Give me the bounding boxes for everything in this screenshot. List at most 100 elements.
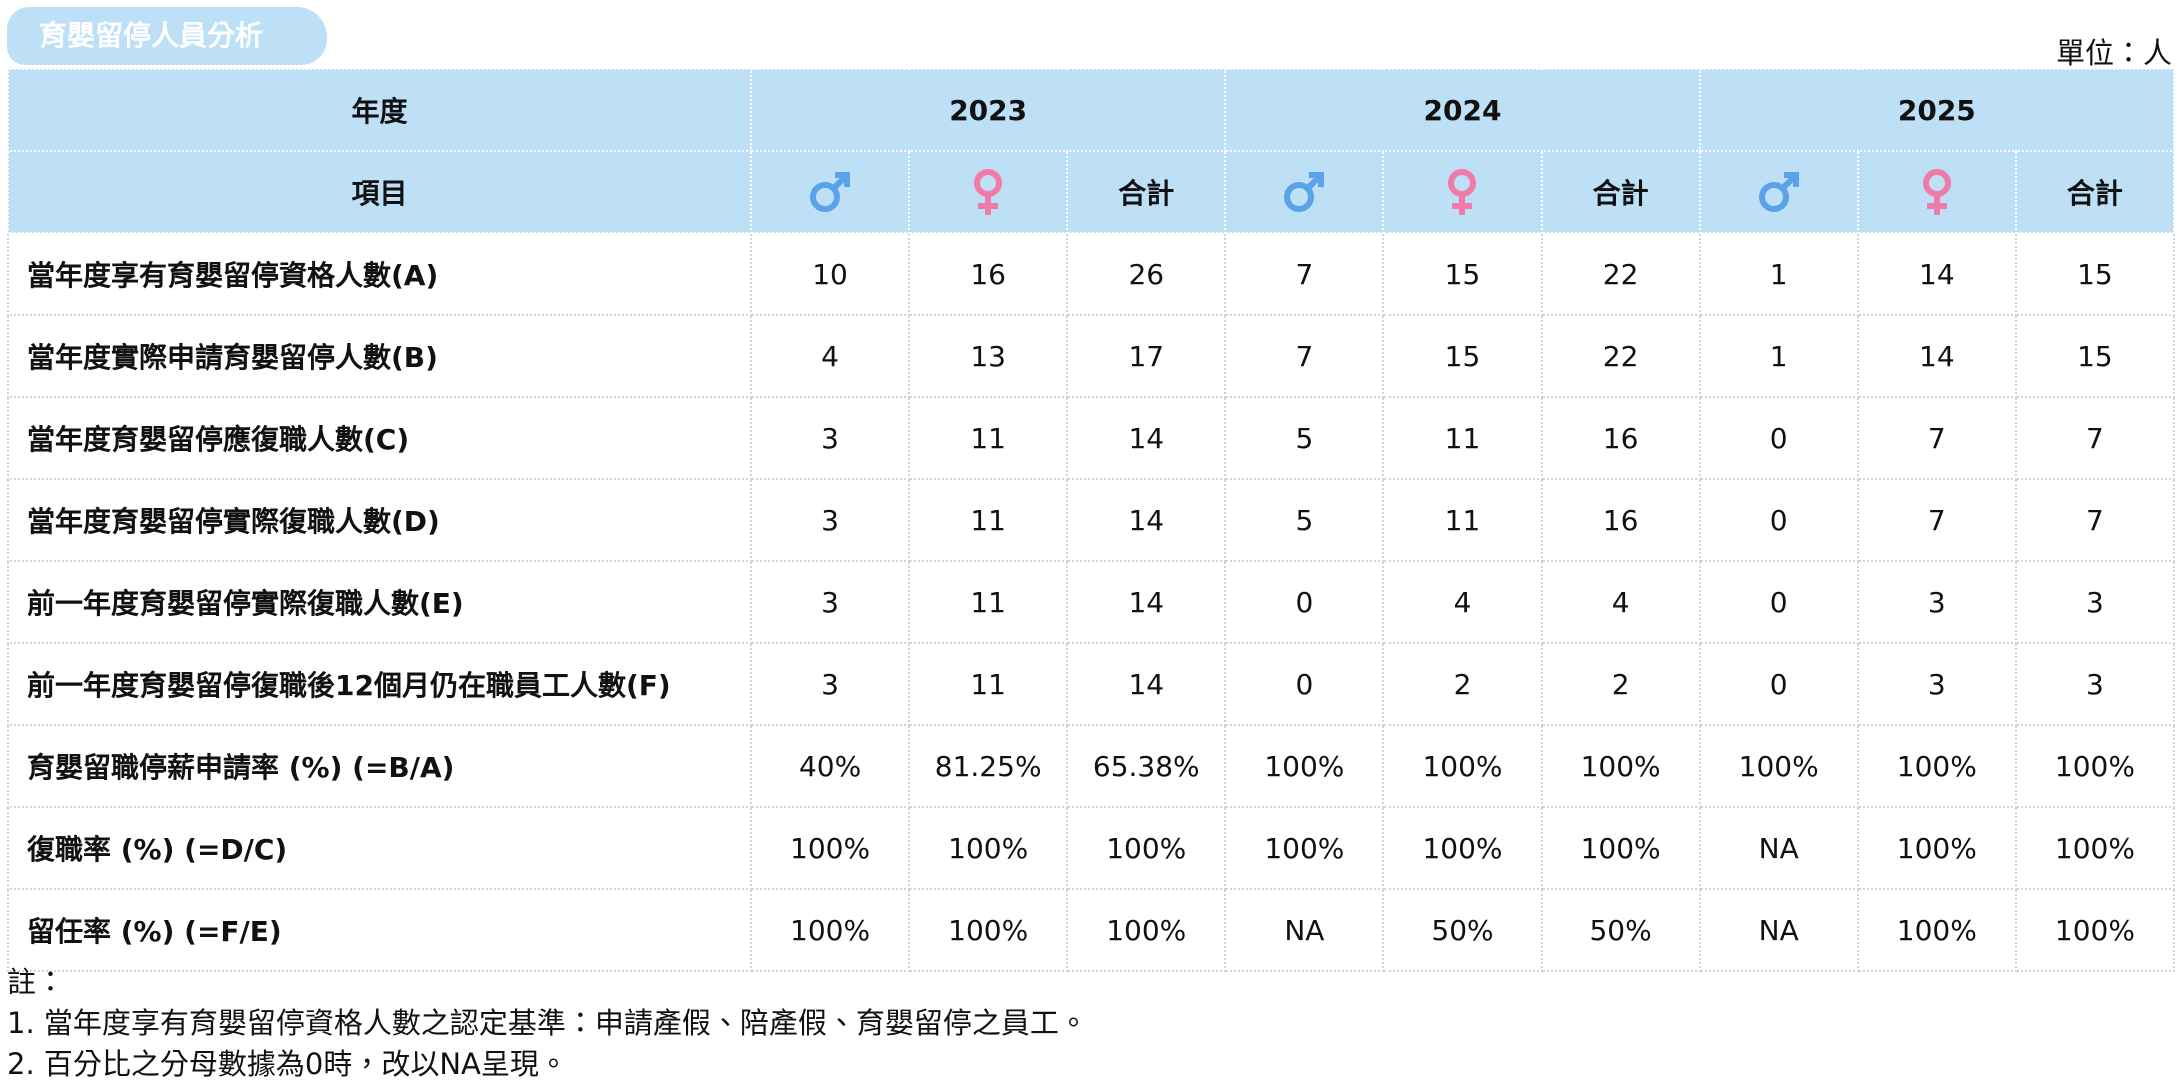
value-cell: 17 [1066,314,1227,398]
value-cell: 100% [1066,888,1227,972]
value-cell: 7 [1224,232,1385,316]
row-label: 育嬰留職停薪申請率 (%) (=B/A) [7,724,752,808]
value-cell: 1 [1698,314,1859,398]
value-cell: 16 [1540,478,1701,562]
table-head: 年度 2023 2024 2025 項目 合計 合計 合計 [7,68,2176,234]
row-label: 前一年度育嬰留停實際復職人數(E) [7,560,752,644]
value-cell: 100% [908,888,1069,972]
male-icon [1758,172,1799,212]
value-cell: 3 [1856,642,2017,726]
value-cell: 100% [1698,724,1859,808]
female-icon [1922,169,1951,215]
value-cell: 3 [1856,560,2017,644]
value-cell: 3 [749,396,911,480]
table-row: 當年度享有育嬰留停資格人數(A) 10 16 26 7 15 22 1 14 15 [7,232,2176,316]
value-cell: 13 [908,314,1069,398]
row-label: 留任率 (%) (=F/E) [7,888,752,972]
unit-label: 單位：人 [2055,36,2172,70]
value-cell: 14 [1066,396,1227,480]
table-row: 留任率 (%) (=F/E) 100% 100% 100% NA 50% 50% NA 100%… [7,888,2176,972]
value-cell: 2 [1382,642,1543,726]
value-cell: 100% [2014,806,2176,890]
value-cell: 100% [2014,888,2176,972]
value-cell: 4 [749,314,911,398]
header-cell: 年度 [7,68,752,152]
female-icon [1448,169,1477,215]
value-cell: 100% [1856,724,2017,808]
value-cell: 81.25% [908,724,1069,808]
value-cell: 2 [1540,642,1701,726]
value-cell: 14 [1066,478,1227,562]
value-cell: 11 [908,396,1069,480]
male-icon [810,172,851,212]
row-label: 當年度育嬰留停應復職人數(C) [7,396,752,480]
value-cell: 11 [908,642,1069,726]
value-cell: 100% [1382,724,1543,808]
notes-heading: 註： [7,965,66,999]
value-cell: 100% [749,806,911,890]
value-cell: 100% [1382,806,1543,890]
year-header: 2025 [1698,68,2176,152]
value-cell: 1 [1698,232,1859,316]
value-cell: 100% [749,888,911,972]
header-cell: 項目 [7,150,752,234]
value-cell: 0 [1698,478,1859,562]
value-cell: 7 [2014,478,2176,562]
male-icon [1284,172,1325,212]
value-cell: 100% [1224,806,1385,890]
value-cell: 11 [1382,396,1543,480]
value-cell: NA [1224,888,1385,972]
value-cell: 0 [1698,396,1859,480]
value-cell: 22 [1540,232,1701,316]
header-row: 年度 2023 2024 2025 [7,68,2176,152]
table-row: 當年度育嬰留停應復職人數(C) 3 11 14 5 11 16 0 7 7 [7,396,2176,480]
value-cell: 10 [749,232,911,316]
row-label: 復職率 (%) (=D/C) [7,806,752,890]
value-cell: 40% [749,724,911,808]
notes-list: 1. 當年度享有育嬰留停資格人數之認定基準：申請產假、陪產假、育嬰留停之員工。 2… [7,1003,1088,1085]
table-row: 復職率 (%) (=D/C) 100% 100% 100% 100% 100% 100% NA… [7,806,2176,890]
value-cell: 22 [1540,314,1701,398]
year-header: 2024 [1224,68,1701,152]
value-cell: 7 [1856,478,2017,562]
value-cell: 11 [908,478,1069,562]
value-cell: 15 [2014,314,2176,398]
value-cell: 0 [1224,642,1385,726]
value-cell: NA [1698,806,1859,890]
value-cell: 5 [1224,478,1385,562]
value-cell: 3 [749,642,911,726]
value-cell: 3 [2014,560,2176,644]
value-cell: 50% [1382,888,1543,972]
male-header [1224,150,1385,234]
value-cell: 11 [908,560,1069,644]
male-header [749,150,911,234]
value-cell: NA [1698,888,1859,972]
value-cell: 100% [908,806,1069,890]
table-row: 當年度實際申請育嬰留停人數(B) 4 13 17 7 15 22 1 14 15 [7,314,2176,398]
value-cell: 15 [1382,314,1543,398]
value-cell: 0 [1698,560,1859,644]
value-cell: 3 [2014,642,2176,726]
row-label: 前一年度育嬰留停復職後12個月仍在職員工人數(F) [7,642,752,726]
value-cell: 14 [1066,560,1227,644]
value-cell: 100% [1224,724,1385,808]
value-cell: 65.38% [1066,724,1227,808]
value-cell: 5 [1224,396,1385,480]
value-cell: 26 [1066,232,1227,316]
value-cell: 16 [908,232,1069,316]
note-item: 2. 百分比之分母數據為0時，改以NA呈現。 [7,1047,568,1081]
value-cell: 100% [1540,806,1701,890]
female-header [1382,150,1543,234]
value-cell: 11 [1382,478,1543,562]
value-cell: 16 [1540,396,1701,480]
notes: 註： 1. 當年度享有育嬰留停資格人數之認定基準：申請產假、陪產假、育嬰留停之員… [7,962,1088,1085]
value-cell: 14 [1066,642,1227,726]
value-cell: 7 [1224,314,1385,398]
table-row: 育嬰留職停薪申請率 (%) (=B/A) 40% 81.25% 65.38% 100% 1… [7,724,2176,808]
value-cell: 15 [2014,232,2176,316]
value-cell: 14 [1856,232,2017,316]
row-label: 當年度享有育嬰留停資格人數(A) [7,232,752,316]
table-body: 當年度享有育嬰留停資格人數(A) 10 16 26 7 15 22 1 14 15 當年度實際申請育… [7,232,2176,972]
